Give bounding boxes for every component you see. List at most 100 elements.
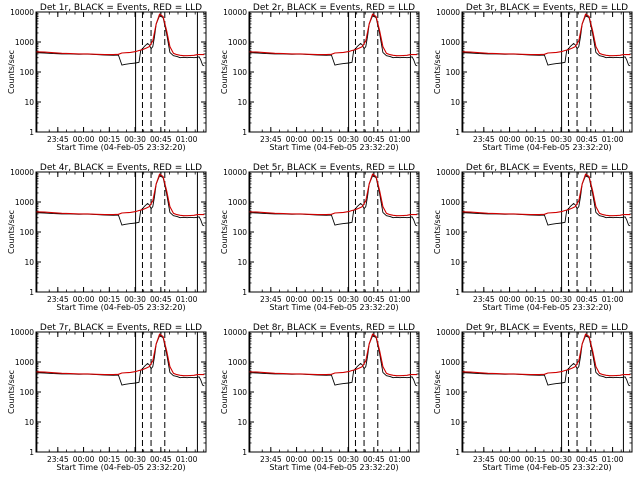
y-axis-label: Counts/sec [433, 210, 442, 254]
lld-series-line [461, 13, 631, 57]
y-axis-label: Counts/sec [220, 50, 229, 94]
x-tick-label: 00:30 [337, 135, 359, 144]
y-tick-label: 10 [237, 98, 247, 107]
panel-det-9: Det 9r, BLACK = Events, RED = LLD 1 10 100 1… [433, 323, 633, 472]
y-axis-label: Counts/sec [7, 50, 16, 94]
y-tick-label: 10 [450, 98, 460, 107]
plot-frame [248, 171, 420, 293]
x-tick-label: 00:00 [73, 295, 95, 304]
x-axis-label: Start Time (04-Feb-05 23:32:20) [482, 303, 611, 312]
x-tick-label: 00:45 [576, 135, 598, 144]
lld-series-line [35, 13, 205, 57]
x-tick-label: 01:00 [602, 135, 624, 144]
y-tick-label: 10000 [223, 168, 247, 177]
y-axis-label: Counts/sec [433, 370, 442, 414]
panel-det-5: Det 5r, BLACK = Events, RED = LLD 1 10 100 1… [220, 163, 420, 312]
y-axis-label: Counts/sec [433, 50, 442, 94]
x-tick-label: 00:00 [73, 135, 95, 144]
x-axis-label: Start Time (04-Feb-05 23:32:20) [56, 303, 185, 312]
x-tick-label: 00:45 [363, 135, 385, 144]
y-tick-label: 10 [450, 418, 460, 427]
panel-det-2: Det 2r, BLACK = Events, RED = LLD 1 10 100 1… [220, 3, 420, 152]
y-tick-label: 1000 [15, 198, 34, 207]
y-tick-label: 1 [29, 128, 34, 137]
y-tick-label: 1000 [228, 358, 247, 367]
x-tick-label: 00:15 [312, 295, 334, 304]
panel-title: Det 6r, BLACK = Events, RED = LLD [466, 163, 628, 173]
y-tick-label: 10 [237, 418, 247, 427]
y-tick-label: 1 [242, 128, 247, 137]
y-axis-label: Counts/sec [220, 370, 229, 414]
y-axis-label: Counts/sec [220, 210, 229, 254]
y-tick-label: 1 [242, 288, 247, 297]
x-tick-label: 01:00 [602, 295, 624, 304]
plot-frame [35, 171, 207, 293]
y-tick-label: 1 [29, 448, 34, 457]
y-tick-label: 10000 [436, 8, 460, 17]
x-tick-label: 00:30 [550, 455, 572, 464]
x-axis-label: Start Time (04-Feb-05 23:32:20) [269, 303, 398, 312]
y-tick-label: 1000 [228, 38, 247, 47]
y-tick-label: 10 [450, 258, 460, 267]
x-tick-label: 00:15 [99, 295, 121, 304]
x-tick-label: 00:00 [286, 135, 308, 144]
y-tick-label: 1 [455, 288, 460, 297]
x-tick-label: 01:00 [389, 455, 411, 464]
x-tick-label: 00:45 [150, 295, 172, 304]
y-tick-label: 1 [242, 448, 247, 457]
panel-det-6: Det 6r, BLACK = Events, RED = LLD 1 10 100 1… [433, 163, 633, 312]
plot-frame [35, 11, 207, 133]
y-tick-label: 10000 [223, 8, 247, 17]
x-tick-label: 00:30 [337, 295, 359, 304]
x-tick-label: 00:30 [124, 135, 146, 144]
x-tick-label: 00:45 [150, 135, 172, 144]
panel-title: Det 8r, BLACK = Events, RED = LLD [253, 323, 415, 333]
y-tick-label: 10 [24, 258, 34, 267]
x-tick-label: 23:45 [260, 455, 282, 464]
panel-title: Det 5r, BLACK = Events, RED = LLD [253, 163, 415, 173]
y-tick-label: 10000 [436, 328, 460, 337]
panel-title: Det 1r, BLACK = Events, RED = LLD [40, 3, 202, 13]
y-tick-label: 100 [446, 388, 461, 397]
x-tick-label: 01:00 [176, 295, 198, 304]
x-axis-label: Start Time (04-Feb-05 23:32:20) [482, 463, 611, 472]
y-tick-label: 1 [29, 288, 34, 297]
plot-frame [461, 171, 633, 293]
y-tick-label: 10000 [10, 328, 34, 337]
y-tick-label: 100 [20, 68, 35, 77]
plot-frame [461, 331, 633, 453]
x-tick-label: 00:00 [73, 455, 95, 464]
x-tick-label: 00:00 [499, 135, 521, 144]
x-tick-label: 00:15 [99, 135, 121, 144]
y-tick-label: 10000 [436, 168, 460, 177]
y-tick-label: 1000 [441, 38, 460, 47]
y-tick-label: 10 [24, 418, 34, 427]
x-tick-label: 01:00 [389, 135, 411, 144]
lld-series-line [248, 333, 418, 377]
x-tick-label: 00:15 [525, 135, 547, 144]
y-tick-label: 1 [455, 448, 460, 457]
y-tick-label: 10 [237, 258, 247, 267]
x-tick-label: 00:15 [312, 135, 334, 144]
x-tick-label: 00:45 [576, 455, 598, 464]
x-tick-label: 01:00 [602, 455, 624, 464]
lld-series-line [35, 173, 205, 217]
panel-det-4: Det 4r, BLACK = Events, RED = LLD 1 10 100 1… [7, 163, 207, 312]
x-tick-label: 00:30 [550, 295, 572, 304]
x-tick-label: 00:45 [150, 455, 172, 464]
panel-det-8: Det 8r, BLACK = Events, RED = LLD 1 10 100 1… [220, 323, 420, 472]
x-tick-label: 23:45 [473, 135, 495, 144]
y-tick-label: 100 [446, 228, 461, 237]
x-tick-label: 00:45 [363, 295, 385, 304]
y-tick-label: 1000 [228, 198, 247, 207]
lld-series-line [35, 333, 205, 377]
y-tick-label: 100 [20, 228, 35, 237]
x-axis-label: Start Time (04-Feb-05 23:32:20) [482, 143, 611, 152]
y-axis-label: Counts/sec [7, 210, 16, 254]
x-tick-label: 23:45 [473, 295, 495, 304]
x-tick-label: 00:15 [312, 455, 334, 464]
y-tick-label: 100 [446, 68, 461, 77]
x-tick-label: 00:00 [286, 295, 308, 304]
